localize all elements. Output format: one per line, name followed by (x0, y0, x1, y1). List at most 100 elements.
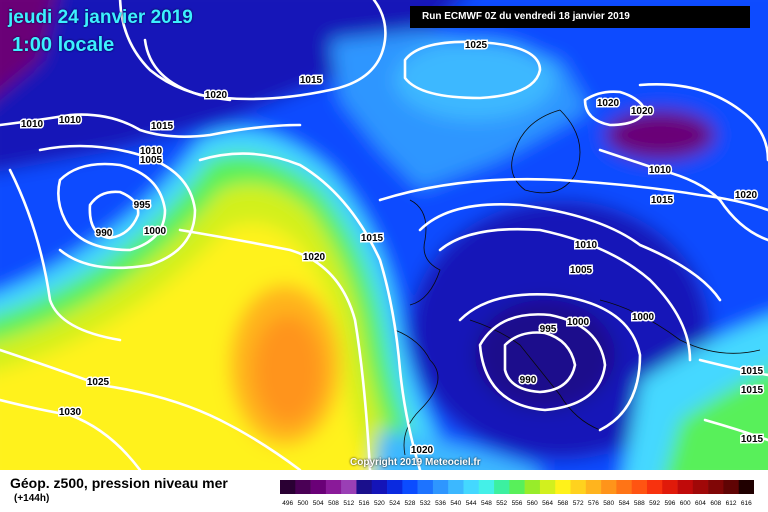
field-south-cyan (373, 430, 540, 470)
scale-swatch (631, 480, 648, 494)
scale-label: 612 (726, 500, 737, 507)
legend-title: Géop. z500, pression niveau mer (10, 475, 228, 491)
isobar-label: 1015 (741, 385, 764, 396)
scale-label: 564 (542, 500, 553, 507)
isobar-label: 1010 (140, 146, 163, 157)
color-scale: 496 500 504 508 512 516 520 524 528 532 536 540 544 5… (280, 480, 754, 507)
isobar-label: 1000 (567, 317, 590, 328)
isobar-1010-east (598, 148, 768, 242)
scale-swatch (387, 480, 403, 494)
scale-swatch (708, 480, 724, 494)
scale-label: 532 (420, 500, 431, 507)
scale-swatch (463, 480, 480, 494)
isobar-label: 995 (134, 200, 151, 211)
scale-swatch (524, 480, 541, 494)
scale-swatch (280, 480, 296, 494)
isobar-1005-trough (438, 227, 692, 362)
scale-swatch (295, 480, 311, 494)
scale-swatch (692, 480, 709, 494)
isobar-label: 1020 (631, 106, 654, 117)
scale-label: 608 (710, 500, 721, 507)
isobar-label: 1010 (575, 240, 598, 251)
scale-label: 580 (603, 500, 614, 507)
scale-label: 508 (328, 500, 339, 507)
scale-swatch (432, 480, 449, 494)
scale-swatch (585, 480, 602, 494)
isobar-1020-east-b (638, 83, 768, 162)
isobar-label: 1020 (303, 252, 326, 263)
field-purple-corner (0, 0, 55, 94)
isobar-1010-west (0, 113, 302, 138)
scale-swatch (448, 480, 464, 494)
scale-swatch (310, 480, 327, 494)
isobar-label: 1020 (597, 98, 620, 109)
isobar-1000-low (38, 144, 197, 270)
scale-swatch (570, 480, 587, 494)
scale-swatch (478, 480, 495, 494)
isobar-label: 1025 (87, 377, 110, 388)
isobar-label: 1010 (59, 115, 82, 126)
scale-swatch (662, 480, 678, 494)
isobar-1020-ridge (178, 228, 372, 470)
scale-label: 552 (496, 500, 507, 507)
scale-label: 584 (619, 500, 630, 507)
isobar-1010-europe (418, 203, 722, 302)
scale-swatch (646, 480, 663, 494)
scale-label: 536 (435, 500, 446, 507)
isobar-1015-se-a (698, 358, 768, 377)
scale-swatch (494, 480, 510, 494)
scale-swatch (738, 480, 754, 494)
isobar-1025-sw (0, 348, 302, 470)
isobar-label: 1020 (735, 190, 758, 201)
isobar-label: 1020 (205, 90, 228, 101)
isobar-label: 1015 (300, 75, 323, 86)
scale-label: 524 (389, 500, 400, 507)
coast-italy (469, 319, 601, 431)
isobar-1020-east-a (583, 90, 647, 127)
field-se-green (665, 369, 768, 470)
legend-subtitle: (+144h) (14, 493, 50, 504)
isobar-1020-north (118, 0, 232, 102)
scale-label: 596 (664, 500, 675, 507)
isobar-1025-high (403, 40, 542, 100)
scale-label: 500 (298, 500, 309, 507)
isobar-label: 1005 (140, 155, 163, 166)
scale-swatch (371, 480, 388, 494)
scale-swatch (417, 480, 434, 494)
isobar-label: 1015 (741, 366, 764, 377)
scale-label: 568 (557, 500, 568, 507)
coast-iberia (394, 329, 439, 456)
scale-swatch (341, 480, 357, 494)
scale-swatch (601, 480, 617, 494)
forecast-local-time: 1:00 locale (12, 34, 115, 56)
isobar-1030-sw (0, 398, 142, 470)
scale-label: 616 (741, 500, 752, 507)
scale-swatch (723, 480, 740, 494)
coast-uk (409, 199, 441, 306)
scale-label: 528 (405, 500, 416, 507)
scale-label: 600 (680, 500, 691, 507)
isobar-label: 1000 (144, 226, 167, 237)
scale-swatch (402, 480, 418, 494)
isobar-1015-north (143, 0, 387, 101)
scale-label: 516 (359, 500, 370, 507)
field-ridge-core (253, 315, 323, 425)
forecast-date: jeudi 24 janvier 2019 (8, 7, 193, 28)
geopotential-field (0, 0, 768, 470)
scale-label: 496 (282, 500, 293, 507)
field-trough-core (475, 300, 615, 410)
scale-label: 576 (588, 500, 599, 507)
isobar-label: 1010 (21, 119, 44, 130)
scale-label: 592 (649, 500, 660, 507)
scale-swatch (555, 480, 571, 494)
scale-label: 604 (695, 500, 706, 507)
isobar-label: 990 (520, 375, 537, 386)
coastlines (394, 109, 761, 456)
isobar-1000-trough (458, 293, 642, 432)
isobar-label: 1005 (570, 265, 593, 276)
isobar-label: 1000 (632, 312, 655, 323)
isobar-1005-west (8, 168, 122, 342)
isobars (0, 0, 768, 470)
